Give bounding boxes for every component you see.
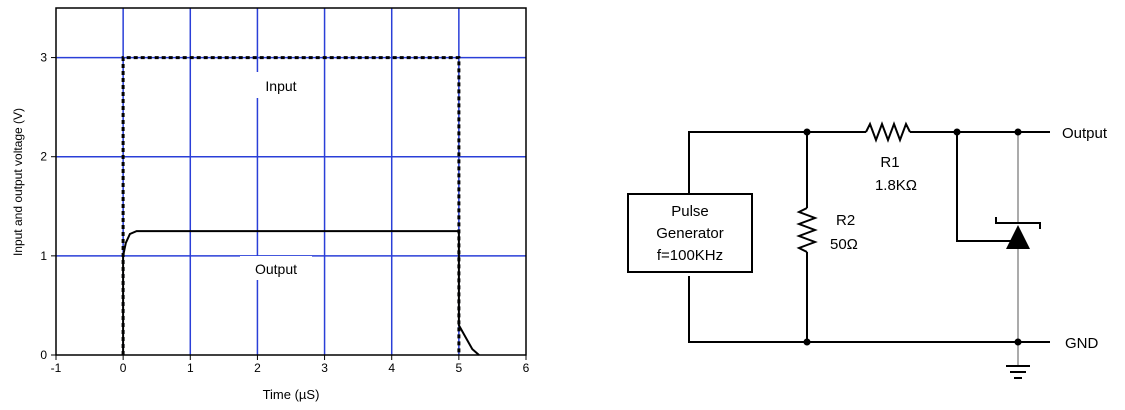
junction-dots (803, 128, 1022, 346)
plot-frame (55, 7, 527, 356)
wire-diode-tie (956, 132, 1018, 242)
wire-bottom (688, 276, 1050, 343)
series-labels: Input Output (240, 72, 312, 280)
chart-series (121, 56, 480, 356)
input-label-bg (252, 72, 310, 98)
generator-label-line-3: f=100KHz (657, 247, 723, 264)
r2-value: 50Ω (830, 236, 858, 253)
x-tick-label: 2 (254, 361, 261, 375)
generator-label-line-2: Generator (656, 225, 724, 242)
r2-name: R2 (836, 212, 855, 229)
voltage-time-chart: -1 0 1 2 3 4 5 6 0 1 2 3 Input Output Time (µS) Inp… (11, 7, 530, 402)
x-tick-label: -1 (51, 361, 62, 375)
r1-name: R1 (880, 154, 899, 171)
output-terminal-label: Output (1062, 125, 1108, 142)
r1-value: 1.8KΩ (875, 177, 917, 194)
gnd-terminal-label: GND (1065, 335, 1099, 352)
x-tick-label: 5 (456, 361, 463, 375)
x-tick-label: 4 (388, 361, 395, 375)
x-tick-label: 1 (187, 361, 194, 375)
x-tick-label: 3 (321, 361, 328, 375)
ground-icon (1006, 365, 1030, 379)
x-axis-label: Time (µS) (263, 387, 320, 402)
zener-diode-icon (995, 217, 1041, 249)
input-series-label: Input (265, 78, 296, 94)
x-tick-label: 0 (120, 361, 127, 375)
chart-ticks: -1 0 1 2 3 4 5 6 0 1 2 3 (40, 51, 529, 375)
y-tick-label: 2 (40, 150, 47, 164)
y-axis-label: Input and output voltage (V) (11, 108, 25, 256)
x-tick-label: 6 (523, 361, 530, 375)
pulse-generator-block: Pulse Generator f=100KHz (627, 193, 753, 273)
chart-grid (56, 8, 526, 355)
input-series-line (121, 56, 461, 355)
generator-label-line-1: Pulse (671, 203, 709, 220)
r1-resistor (865, 121, 911, 143)
output-label-bg (240, 256, 312, 280)
y-tick-label: 0 (40, 348, 47, 362)
y-tick-label: 1 (40, 249, 47, 263)
y-tick-label: 3 (40, 51, 47, 65)
output-series-line (122, 230, 480, 356)
r2-resistor (796, 207, 818, 253)
output-series-label: Output (255, 261, 297, 277)
test-circuit-schematic: Pulse Generator f=100KHz R1 1.8KΩ R2 50Ω… (627, 121, 1108, 379)
